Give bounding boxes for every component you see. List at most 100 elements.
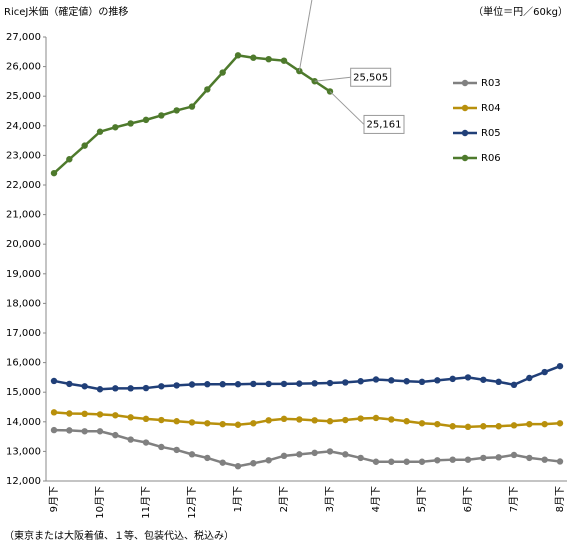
point <box>296 451 303 458</box>
point <box>66 380 73 388</box>
point <box>449 423 456 430</box>
x-tick-label: 10月下 <box>94 486 106 519</box>
point <box>234 463 242 470</box>
point <box>81 428 88 435</box>
point <box>158 383 165 390</box>
point <box>112 385 119 392</box>
point <box>342 379 349 386</box>
point <box>158 443 165 451</box>
point <box>357 378 364 385</box>
point <box>112 124 119 131</box>
point <box>50 169 58 177</box>
point <box>204 454 211 462</box>
point <box>66 156 73 163</box>
y-tick-label: 25,000 <box>6 91 41 102</box>
y-tick-label: 13,000 <box>6 446 41 457</box>
x-tick-label: 7月下 <box>508 486 520 512</box>
point <box>464 456 472 463</box>
point <box>142 439 150 446</box>
point <box>526 420 533 428</box>
point <box>357 454 364 462</box>
point <box>326 448 334 455</box>
x-tick-label: 1月下 <box>232 486 244 512</box>
data-label: 25,505 <box>353 72 388 83</box>
x-tick-label: 12月下 <box>186 486 198 519</box>
y-tick-label: 24,000 <box>6 121 41 132</box>
point <box>219 69 226 76</box>
point <box>265 56 272 63</box>
point <box>204 86 211 93</box>
point <box>250 380 257 388</box>
point <box>296 416 303 423</box>
point <box>434 377 441 384</box>
series-line <box>53 364 561 391</box>
legend-marker <box>461 129 469 137</box>
point <box>81 142 88 149</box>
y-tick-label: 27,000 <box>6 32 41 43</box>
point <box>311 417 318 424</box>
x-tick-label: 3月下 <box>324 486 336 512</box>
point <box>96 386 104 393</box>
point <box>526 374 533 382</box>
point <box>219 420 226 428</box>
y-tick-label: 19,000 <box>6 269 41 280</box>
point <box>50 377 58 385</box>
point <box>296 67 303 75</box>
point <box>311 449 318 457</box>
point <box>127 414 134 421</box>
point <box>495 423 502 430</box>
point <box>388 416 395 423</box>
y-tick-label: 22,000 <box>6 180 41 191</box>
point <box>265 417 272 424</box>
point <box>127 436 134 443</box>
point <box>388 458 395 465</box>
point <box>280 415 288 423</box>
point <box>556 458 564 465</box>
y-tick-label: 14,000 <box>6 417 41 428</box>
point <box>495 454 502 461</box>
point <box>173 446 180 454</box>
x-tick-label: 6月下 <box>462 486 474 512</box>
point <box>280 57 288 64</box>
y-tick-label: 26,000 <box>6 62 41 73</box>
point <box>510 422 518 429</box>
point <box>234 381 242 388</box>
point <box>541 456 548 463</box>
point <box>280 452 288 460</box>
point <box>96 128 104 135</box>
legend-label: R04 <box>481 103 501 114</box>
point <box>50 426 58 434</box>
point <box>219 381 226 388</box>
point <box>173 418 180 425</box>
series-line <box>53 54 331 175</box>
point <box>510 451 518 459</box>
point <box>142 384 150 392</box>
point <box>142 415 150 423</box>
point <box>250 420 257 427</box>
point <box>464 374 472 381</box>
y-tick-label: 18,000 <box>6 298 41 309</box>
point <box>556 362 564 370</box>
point <box>326 418 334 425</box>
callout-line <box>314 76 351 82</box>
point <box>96 411 104 418</box>
point <box>127 385 134 392</box>
point <box>480 454 487 462</box>
point <box>296 380 303 387</box>
point <box>449 375 456 383</box>
callout-box <box>363 114 405 134</box>
legend-marker <box>461 79 469 87</box>
point <box>480 376 487 383</box>
point <box>188 381 196 388</box>
point <box>418 378 426 386</box>
point <box>403 418 410 425</box>
data-label: 25,161 <box>367 119 402 130</box>
point <box>434 457 441 464</box>
point <box>403 458 410 465</box>
point <box>526 454 533 462</box>
chart-title: RiceJ米価（確定値）の推移 <box>4 5 128 18</box>
point <box>388 377 395 384</box>
point <box>480 423 487 430</box>
x-tick-label: 5月下 <box>416 486 428 512</box>
